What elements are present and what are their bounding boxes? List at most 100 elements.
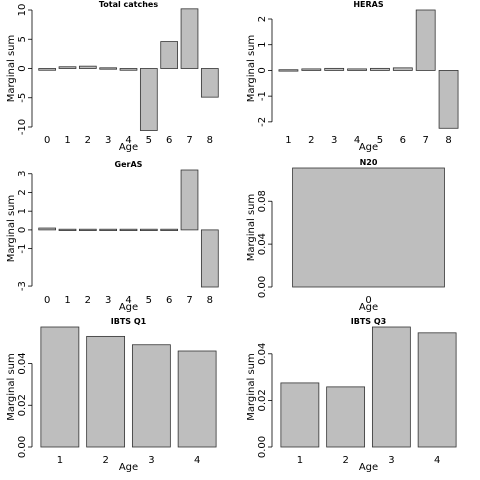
bar [292, 167, 445, 288]
chart-title: GerAS [115, 160, 143, 169]
bar [139, 228, 158, 231]
x-tick-label: 6 [400, 135, 406, 146]
y-tick-label: 2 [257, 16, 268, 22]
bar [78, 228, 97, 231]
bar [38, 68, 57, 71]
y-tick-label: 0 [17, 227, 28, 233]
y-tick-label: -2 [257, 117, 268, 127]
chart-title: Total catches [99, 0, 158, 9]
x-axis-label: Age [119, 302, 138, 313]
bar [38, 227, 57, 231]
x-axis-label: Age [359, 142, 378, 153]
chart-title: IBTS Q1 [111, 317, 147, 326]
bar [58, 66, 77, 69]
x-tick-label: 3 [331, 135, 337, 146]
x-tick-label: 4 [125, 295, 131, 306]
x-tick-label: 4 [125, 135, 131, 146]
bar [78, 65, 97, 69]
bar [119, 228, 138, 231]
y-tick-label: 0.08 [257, 190, 268, 212]
bar [160, 228, 179, 231]
bar [119, 68, 138, 71]
bar [347, 68, 367, 71]
bar [180, 169, 199, 231]
x-tick-label: 5 [146, 135, 152, 146]
y-tick-label: -1 [257, 91, 268, 101]
x-tick-label: 3 [105, 135, 111, 146]
x-tick-label: 2 [85, 295, 91, 306]
x-tick-label: 2 [85, 135, 91, 146]
chart-title: N20 [360, 158, 378, 167]
chart-panel-0: Total catches 0 1 2 3 4 5 6 7 8 -10 -5 0 5 10 Age Margin… [6, 0, 219, 153]
chart-title: HERAS [353, 0, 384, 9]
y-axis-label: Marginal sum [246, 35, 257, 103]
bar [139, 68, 158, 131]
x-axis-label: Age [119, 142, 138, 153]
bar [160, 41, 179, 69]
bar [177, 350, 217, 448]
x-tick-label: 8 [445, 135, 451, 146]
x-tick-label: 6 [166, 135, 172, 146]
bar [99, 67, 118, 70]
x-tick-label: 2 [308, 135, 314, 146]
y-axis-label: Marginal sum [6, 353, 17, 421]
x-tick-label: 3 [105, 295, 111, 306]
x-tick-label: 6 [166, 295, 172, 306]
y-tick-label: 0 [257, 67, 268, 73]
bar [324, 67, 345, 71]
x-tick-label: 1 [64, 295, 70, 306]
y-tick-label: 0.04 [17, 352, 28, 374]
x-tick-label: 7 [186, 135, 192, 146]
y-tick-label: 0.02 [257, 389, 268, 411]
y-tick-label: 0.00 [17, 436, 28, 458]
y-tick-label: 1 [257, 42, 268, 48]
y-tick-label: 0.02 [17, 394, 28, 416]
chart-panel-3: N20 0 0.00 0.04 0.08 Age Marginal sum [246, 158, 445, 313]
y-axis-label: Marginal sum [246, 353, 257, 421]
bar [371, 326, 411, 448]
y-tick-label: 0.00 [257, 276, 268, 298]
bar [370, 67, 390, 71]
y-tick-label: 1 [17, 208, 28, 214]
x-tick-label: 2 [102, 455, 108, 466]
chart-panel-1: HERAS 1 2 3 4 5 6 7 8 -2 -1 0 1 2 Age Marginal sum [246, 0, 459, 153]
x-tick-label: 8 [207, 295, 213, 306]
y-tick-label: 3 [17, 171, 28, 177]
x-tick-label: 0 [44, 295, 50, 306]
y-tick-label: 0.00 [257, 436, 268, 458]
bar [392, 67, 413, 71]
chart-title: IBTS Q3 [351, 317, 386, 326]
y-axis-label: Marginal sum [6, 195, 17, 263]
x-tick-label: 8 [207, 135, 213, 146]
chart-panel-2: GerAS 0 1 2 3 4 5 6 7 8 -3 -1 0 1 2 3 Age Marginal sum [6, 160, 219, 313]
x-tick-label: 4 [194, 455, 200, 466]
bar [86, 335, 126, 448]
chart-panel-4: IBTS Q1 1 2 3 4 0.00 0.02 0.04 Age Marginal sum [6, 317, 217, 473]
x-tick-label: 5 [146, 295, 152, 306]
y-tick-label: -3 [17, 281, 28, 291]
bar [200, 229, 219, 288]
x-tick-label: 7 [186, 295, 192, 306]
chart-panel-5: IBTS Q3 1 2 3 4 0.00 0.02 0.04 Age Marginal sum [246, 317, 457, 473]
y-tick-label: -5 [17, 93, 28, 103]
x-axis-label: Age [119, 462, 138, 473]
x-tick-label: 1 [57, 455, 63, 466]
x-tick-label: 0 [44, 135, 50, 146]
bar [180, 8, 199, 69]
y-tick-label: 0.04 [257, 233, 268, 255]
x-tick-label: 1 [297, 455, 303, 466]
y-tick-label: 2 [17, 189, 28, 195]
bar [326, 386, 366, 448]
bar [301, 68, 322, 71]
bar [58, 228, 77, 231]
bar [417, 332, 457, 448]
x-tick-label: 4 [354, 135, 360, 146]
y-tick-label: -1 [17, 244, 28, 254]
x-tick-label: 1 [285, 135, 291, 146]
x-axis-label: Age [359, 462, 378, 473]
y-axis-label: Marginal sum [246, 194, 257, 262]
x-tick-label: 0 [365, 295, 371, 306]
y-tick-label: 5 [17, 36, 28, 42]
bar [200, 68, 219, 98]
